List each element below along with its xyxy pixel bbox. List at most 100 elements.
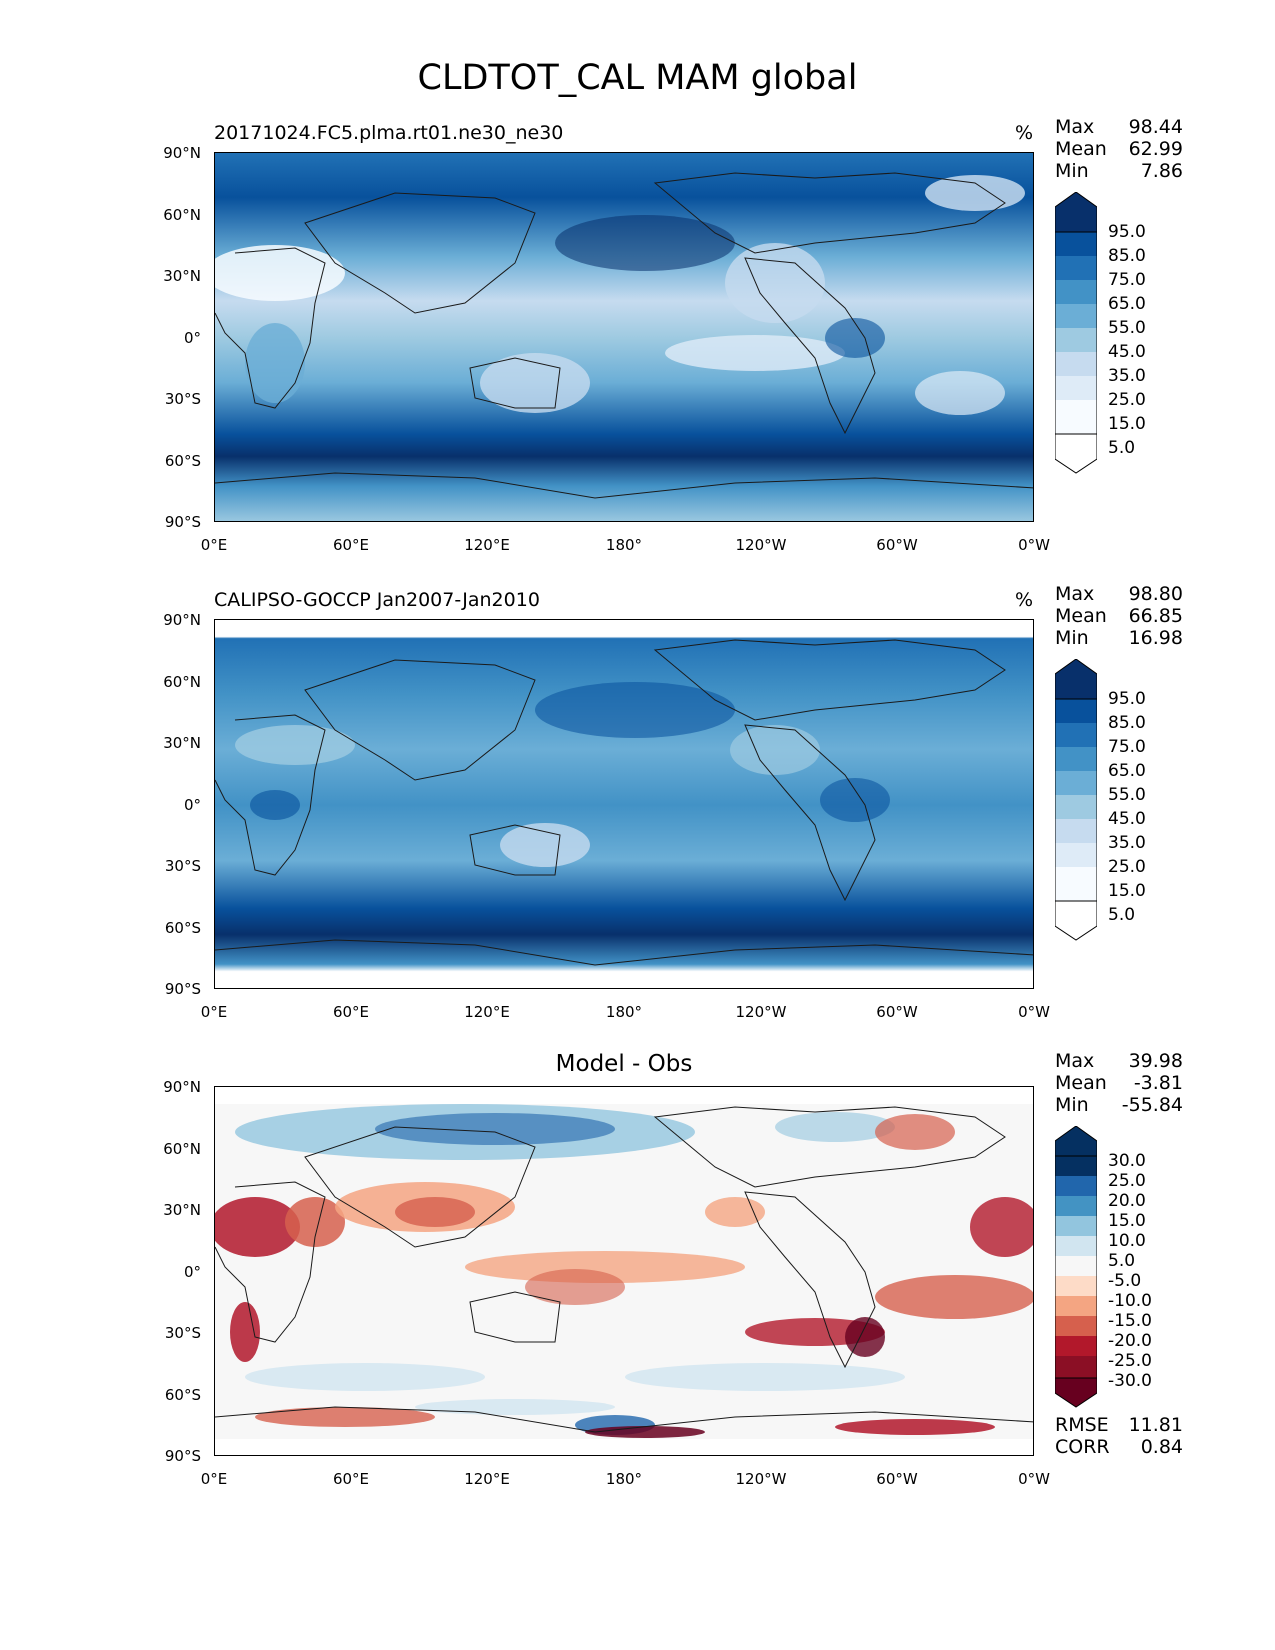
panel-title: CALIPSO-GOCCP Jan2007-Jan2010 [214, 589, 540, 611]
lat-label: 60°S [164, 919, 201, 937]
colorbar-label: 5.0 [1108, 905, 1136, 925]
colorbar-label: 45.0 [1108, 809, 1146, 829]
stats-box: Max 39.98 Mean -3.81 Min -55.84 [1055, 1050, 1183, 1116]
lon-label: 60°E [332, 1470, 370, 1488]
colorbar-label: 85.0 [1108, 713, 1146, 733]
panel-model: 20171024.FC5.plma.rt01.ne30_ne30 % Max 98… [0, 0, 1275, 554]
lon-label: 120°E [464, 1470, 510, 1488]
colorbar-label: -15.0 [1108, 1311, 1152, 1331]
colorbar-label: 15.0 [1108, 1211, 1146, 1231]
corr-label: CORR [1055, 1436, 1110, 1458]
colorbar-label: 55.0 [1108, 785, 1146, 805]
colorbar-label: 15.0 [1108, 881, 1146, 901]
lat-label: 90°S [164, 513, 201, 531]
lat-label: 60°N [163, 673, 201, 691]
colorbar-label: 95.0 [1108, 222, 1146, 242]
lat-label: 90°N [163, 611, 201, 629]
map-area [214, 619, 1034, 989]
lon-label: 0°W [1018, 1470, 1050, 1488]
colorbar [1055, 659, 1097, 941]
colorbar-label: -25.0 [1108, 1351, 1152, 1371]
lat-label: 0° [183, 329, 201, 347]
lon-label: 120°E [464, 536, 510, 554]
stats-box: Max 98.80 Mean 66.85 Min 16.98 [1055, 583, 1183, 649]
min-label: Min [1055, 160, 1089, 182]
min-label: Min [1055, 627, 1089, 649]
mean-value: 62.99 [1128, 138, 1183, 160]
map-field [215, 620, 1033, 988]
lat-label: 60°S [164, 1386, 201, 1404]
colorbar-label: 55.0 [1108, 318, 1146, 338]
panel-diff: Model - Obs Max 39.98 Mean -3.81 Min -55.84 [0, 934, 1275, 1488]
lon-label: 60°W [876, 1470, 918, 1488]
lat-label: 60°S [164, 452, 201, 470]
colorbar-label: 5.0 [1108, 1251, 1136, 1271]
map-field [215, 1087, 1033, 1455]
panel-title: Model - Obs [555, 1051, 693, 1077]
units-label: % [1015, 589, 1034, 611]
mean-label: Mean [1055, 138, 1107, 160]
colorbar-label: -5.0 [1108, 1271, 1142, 1291]
colorbar-label: 20.0 [1108, 1191, 1146, 1211]
colorbar [1055, 192, 1097, 474]
figure-title: CLDTOT_CAL MAM global [417, 58, 858, 98]
lat-label: 90°N [163, 1078, 201, 1096]
max-value: 98.44 [1128, 116, 1183, 138]
min-label: Min [1055, 1094, 1089, 1116]
lon-label: 120°W [735, 1470, 787, 1488]
colorbar-label: -30.0 [1108, 1371, 1152, 1391]
colorbar-label: 35.0 [1108, 366, 1146, 386]
colorbar-label: 10.0 [1108, 1231, 1146, 1251]
mean-value: -3.81 [1133, 1072, 1183, 1094]
lon-label: 120°W [735, 1003, 787, 1021]
lon-label: 180° [605, 1003, 643, 1021]
mean-label: Mean [1055, 605, 1107, 627]
lon-label: 120°W [735, 536, 787, 554]
rmse-value: 11.81 [1128, 1414, 1183, 1436]
lon-label: 0°W [1018, 1003, 1050, 1021]
lon-label: 60°W [876, 536, 918, 554]
panel-title: 20171024.FC5.plma.rt01.ne30_ne30 [214, 122, 564, 144]
max-value: 39.98 [1128, 1050, 1183, 1072]
max-label: Max [1055, 583, 1095, 605]
map-field [215, 153, 1033, 521]
lat-label: 30°S [164, 390, 201, 408]
lon-label: 60°W [876, 1003, 918, 1021]
lat-label: 0° [183, 1263, 201, 1281]
colorbar-label: 5.0 [1108, 438, 1136, 458]
lon-label: 60°E [332, 536, 370, 554]
lat-label: 30°N [163, 1201, 201, 1219]
colorbar-label: 75.0 [1108, 270, 1146, 290]
min-value: 16.98 [1128, 627, 1183, 649]
min-value: 7.86 [1140, 160, 1183, 182]
colorbar-label: 45.0 [1108, 342, 1146, 362]
colorbar-label: 25.0 [1108, 390, 1146, 410]
min-value: -55.84 [1121, 1094, 1183, 1116]
colorbar [1055, 1126, 1097, 1408]
lat-label: 90°S [164, 980, 201, 998]
corr-value: 0.84 [1140, 1436, 1183, 1458]
lon-label: 0°E [200, 536, 228, 554]
lat-label: 30°N [163, 734, 201, 752]
lon-label: 0°W [1018, 536, 1050, 554]
colorbar-label: 65.0 [1108, 294, 1146, 314]
colorbar-label: 30.0 [1108, 1151, 1146, 1171]
colorbar-label: -20.0 [1108, 1331, 1152, 1351]
colorbar-label: 25.0 [1108, 857, 1146, 877]
mean-value: 66.85 [1128, 605, 1183, 627]
units-label: % [1015, 122, 1034, 144]
colorbar-label: 35.0 [1108, 833, 1146, 853]
rmse-label: RMSE [1055, 1414, 1109, 1436]
lon-label: 180° [605, 1470, 643, 1488]
lat-label: 30°N [163, 267, 201, 285]
lat-label: 90°S [164, 1447, 201, 1465]
lat-label: 30°S [164, 857, 201, 875]
max-label: Max [1055, 1050, 1095, 1072]
lat-label: 0° [183, 796, 201, 814]
lon-label: 120°E [464, 1003, 510, 1021]
map-area [214, 1086, 1034, 1456]
max-value: 98.80 [1128, 583, 1183, 605]
colorbar-label: 95.0 [1108, 689, 1146, 709]
colorbar-label: 85.0 [1108, 246, 1146, 266]
lon-label: 60°E [332, 1003, 370, 1021]
